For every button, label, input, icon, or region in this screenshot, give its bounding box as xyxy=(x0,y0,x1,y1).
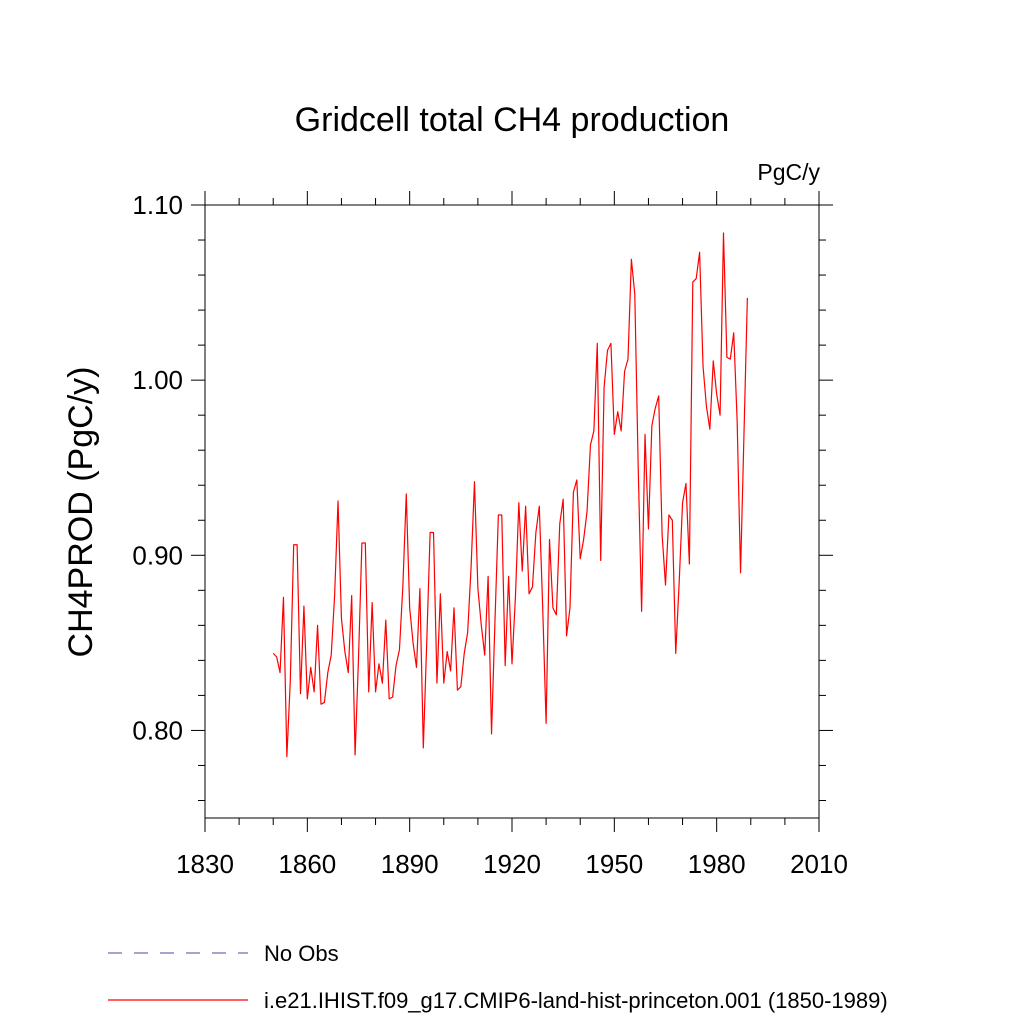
x-tick-label: 1890 xyxy=(381,849,439,879)
series-layer xyxy=(272,232,748,758)
y-tick-label: 1.10 xyxy=(132,190,183,220)
legend: No Obs i.e21.IHIST.f09_g17.CMIP6-land-his… xyxy=(108,941,888,1013)
series-line-1 xyxy=(272,232,748,758)
units-label: PgC/y xyxy=(757,159,820,185)
x-tick-label: 1950 xyxy=(585,849,643,879)
y-tick-label: 0.80 xyxy=(132,715,183,745)
chart-title: Gridcell total CH4 production xyxy=(295,101,730,139)
legend-label: No Obs xyxy=(264,941,339,966)
x-tick-label: 1860 xyxy=(278,849,336,879)
x-tick-label: 1920 xyxy=(483,849,541,879)
legend-label: i.e21.IHIST.f09_g17.CMIP6-land-hist-prin… xyxy=(264,988,888,1013)
y-tick-label: 1.00 xyxy=(132,365,183,395)
y-tick-label: 0.90 xyxy=(132,540,183,570)
y-axis-label: CH4PROD (PgC/y) xyxy=(62,367,100,658)
x-tick-label: 1830 xyxy=(176,849,234,879)
x-tick-label: 1980 xyxy=(688,849,746,879)
plot-frame xyxy=(204,204,820,819)
x-tick-label: 2010 xyxy=(790,849,848,879)
tick-labels: 1830 1860 1890 1920 1950 1980 2010 0.80 0.90 1.00… xyxy=(132,190,848,879)
axis-ticks xyxy=(191,191,833,832)
